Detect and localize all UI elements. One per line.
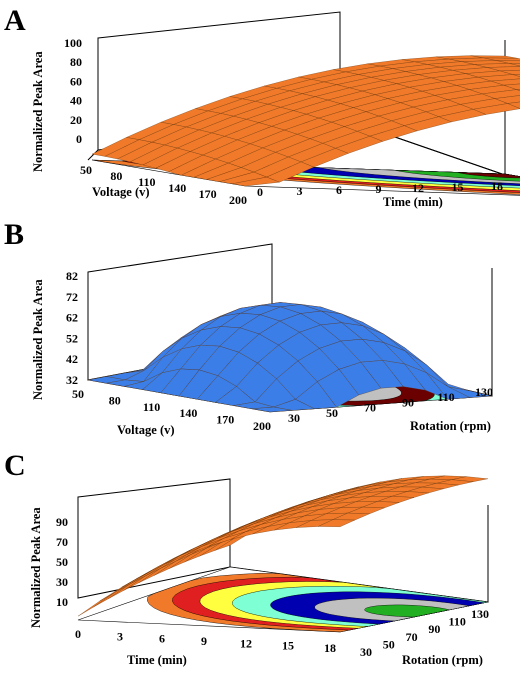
panel-c-z-tick-10: 10 [56, 595, 68, 609]
panel-a-x-ticks: 50 80 110 140 170 200 [80, 163, 247, 207]
panel-c-z-tick-30: 30 [56, 575, 68, 589]
panel-b-y-tick-90: 90 [402, 395, 414, 409]
panel-c-x-tick-9: 9 [201, 634, 207, 648]
panel-b-y-tick-30: 30 [288, 411, 300, 425]
panel-b-x-tick-50: 50 [72, 387, 84, 401]
panel-a-y-tick-3: 3 [297, 184, 303, 198]
panel-b-x-tick-170: 170 [216, 413, 234, 427]
panel-c-x-tick-15: 15 [282, 639, 294, 653]
panel-b-surface [87, 302, 493, 413]
panel-a-x-label: Voltage (v) [92, 185, 150, 199]
panel-a-x-tick-110: 110 [138, 175, 155, 189]
panel-c-y-tick-30: 30 [360, 645, 372, 659]
panel-a-y-tick-6: 6 [336, 183, 342, 197]
panel-a-surface [91, 55, 520, 187]
panel-a-x-tick-200: 200 [229, 193, 247, 207]
panel-c-y-tick-90: 90 [428, 622, 440, 636]
panel-b-y-ticks: 30 50 70 90 110 130 [288, 385, 493, 425]
panel-c-x-tick-12: 12 [240, 636, 252, 650]
panel-b-surface-patch [251, 406, 293, 413]
panel-c-contour-floor [77, 566, 489, 633]
panel-a-y-tick-12: 12 [412, 181, 424, 195]
panel-c-z-ticks: 10 30 50 70 90 [56, 515, 68, 609]
panel-a-z-tick-60: 60 [70, 74, 82, 88]
panel-c-surface [77, 475, 489, 617]
panel-c-x-ticks: 0 3 6 9 12 15 18 [75, 627, 336, 655]
panel-c-letter: C [4, 449, 26, 482]
panel-c-surface-patch [108, 575, 146, 599]
panel-b-y-label: Rotation (rpm) [410, 419, 491, 433]
panel-a: A 0 20 40 60 80 100 50 80 110 140 170 200 0 3 6 9 12 15… [4, 4, 520, 209]
panel-a-x-tick-50: 50 [80, 163, 92, 177]
panel-a-z-tick-100: 100 [64, 36, 82, 50]
panel-c-z-label: Normalized Peak Area [29, 507, 43, 628]
panel-b-x-tick-80: 80 [109, 393, 121, 407]
panel-a-z-tick-80: 80 [70, 55, 82, 69]
panel-a-y-tick-9: 9 [376, 182, 382, 196]
panel-c-y-ticks: 30 50 70 90 110 130 [360, 607, 489, 659]
panel-a-z-label: Normalized Peak Area [31, 51, 45, 172]
panel-a-x-tick-80: 80 [110, 169, 122, 183]
panel-a-z-tick-40: 40 [70, 94, 82, 108]
panel-b-x-tick-140: 140 [179, 406, 197, 420]
panel-a-surface-patch [232, 176, 280, 187]
panel-b-z-tick-52: 52 [66, 331, 78, 345]
panel-a-z-ticks: 0 20 40 60 80 100 [64, 36, 82, 146]
panel-c-y-tick-50: 50 [383, 637, 395, 651]
panel-b-z-tick-82: 82 [66, 269, 78, 283]
panel-b-z-tick-32: 32 [66, 373, 78, 387]
panel-c-x-label: Time (min) [127, 653, 187, 667]
panel-a-x-tick-170: 170 [199, 187, 217, 201]
panel-c-z-tick-50: 50 [56, 555, 68, 569]
panel-c-y-tick-130: 130 [471, 607, 489, 621]
panel-b-x-tick-110: 110 [143, 400, 160, 414]
panel-b-y-tick-70: 70 [364, 401, 376, 415]
panel-c-x-tick-3: 3 [117, 629, 123, 643]
panel-c-surface-patch [153, 554, 191, 576]
panel-c-surface-patch [123, 568, 161, 591]
panel-c-y-label: Rotation (rpm) [402, 653, 483, 667]
panel-c-y-tick-70: 70 [406, 630, 418, 644]
panel-a-z-tick-20: 20 [70, 113, 82, 127]
panel-b-z-ticks: 32 42 52 62 72 82 [66, 269, 78, 387]
panel-b-y-tick-130: 130 [475, 385, 493, 399]
panel-b-x-tick-200: 200 [253, 419, 271, 433]
panel-a-letter: A [4, 4, 26, 37]
panel-c-x-tick-18: 18 [324, 641, 336, 655]
panel-b-z-tick-42: 42 [66, 352, 78, 366]
panel-b-z-tick-72: 72 [66, 290, 78, 304]
panel-c-x-tick-6: 6 [159, 632, 165, 646]
panel-a-z-tick-0: 0 [76, 132, 82, 146]
panel-a-contour-band [395, 170, 520, 182]
panel-a-y-tick-15: 15 [452, 180, 464, 194]
panel-a-y-ticks: 0 3 6 9 12 15 18 [257, 179, 503, 199]
panel-b: B 32 42 52 62 72 82 50 80 110 140 170 200 30 50 70 90… [4, 218, 493, 437]
panel-b-x-label: Voltage (v) [117, 423, 175, 437]
panel-a-x-tick-140: 140 [168, 181, 186, 195]
panel-b-x-ticks: 50 80 110 140 170 200 [72, 387, 271, 433]
panel-a-contour-band [457, 172, 520, 179]
panel-c-contour-band [364, 604, 450, 618]
panel-c-surface-patch [318, 519, 355, 528]
panel-c-z-tick-90: 90 [56, 515, 68, 529]
panel-b-y-tick-50: 50 [326, 406, 338, 420]
panel-c-z-tick-70: 70 [56, 535, 68, 549]
panel-a-y-tick-0: 0 [257, 185, 263, 199]
panel-a-y-label: Time (min) [383, 195, 443, 209]
panel-b-y-tick-110: 110 [437, 390, 454, 404]
panel-b-z-tick-62: 62 [66, 311, 78, 325]
panel-b-letter: B [4, 218, 24, 251]
panel-b-z-label: Normalized Peak Area [31, 279, 45, 400]
panel-c: C 10 30 50 70 90 0 3 6 9 12 15 18 30 50 70 90 110 130 N… [4, 449, 489, 667]
panel-a-contour-band [321, 167, 520, 184]
panel-a-y-tick-18: 18 [491, 179, 503, 193]
panel-c-y-tick-110: 110 [449, 615, 466, 629]
panel-c-x-tick-0: 0 [75, 627, 81, 641]
